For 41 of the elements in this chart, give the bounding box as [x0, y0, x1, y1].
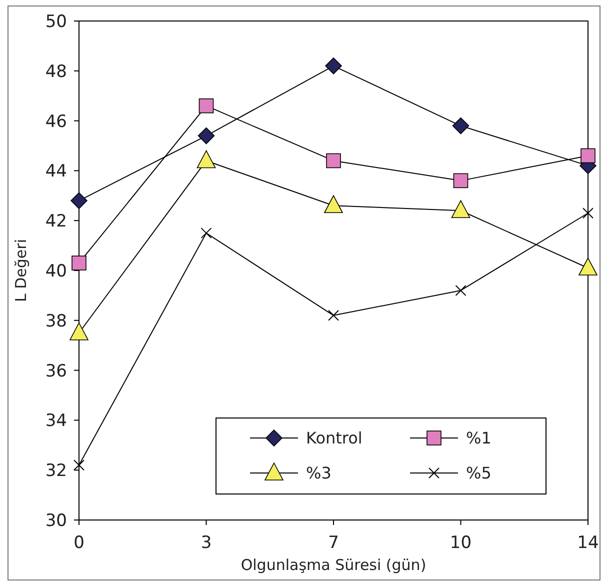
point	[328, 310, 339, 321]
y-tick-label: 34	[45, 411, 67, 432]
y-tick-label: 38	[45, 311, 67, 332]
legend-label: %3	[306, 464, 332, 483]
legend-label: %1	[466, 428, 492, 448]
x-tick-label: 10	[450, 533, 472, 553]
point	[578, 258, 598, 276]
y-tick-label: 50	[45, 12, 67, 32]
point	[198, 127, 215, 144]
point	[455, 284, 466, 296]
point	[324, 195, 343, 214]
point	[582, 208, 594, 219]
y-tick-label: 36	[45, 361, 67, 382]
point	[452, 117, 470, 134]
point	[74, 460, 84, 471]
point	[70, 192, 88, 210]
y-tick-label: 46	[45, 112, 67, 132]
x-tick-label: 14	[577, 533, 599, 553]
x-tick-label: 7	[328, 533, 339, 553]
point	[451, 200, 470, 218]
x-tick-label: 0	[74, 533, 84, 553]
point	[198, 98, 214, 114]
y-tick-label: 48	[45, 62, 67, 82]
y-tick-label: 42	[45, 212, 67, 232]
y-tick-label: 40	[45, 261, 67, 282]
point	[453, 173, 468, 188]
point	[200, 228, 212, 239]
y-tick-label: 32	[45, 461, 67, 482]
point	[196, 150, 216, 168]
point	[580, 148, 596, 164]
legend-label: %5	[466, 464, 492, 483]
x-axis-title: Olgunlaşma Süresi (gün)	[240, 556, 426, 574]
y-tick-label: 44	[45, 162, 67, 182]
point	[326, 153, 341, 168]
point	[72, 256, 86, 270]
legend-label: Kontrol	[306, 428, 362, 448]
point	[70, 322, 88, 340]
y-axis-title: L Değeri	[12, 239, 30, 302]
x-tick-label: 3	[200, 533, 212, 553]
y-tick-label: 30	[45, 510, 67, 531]
point	[325, 58, 342, 74]
